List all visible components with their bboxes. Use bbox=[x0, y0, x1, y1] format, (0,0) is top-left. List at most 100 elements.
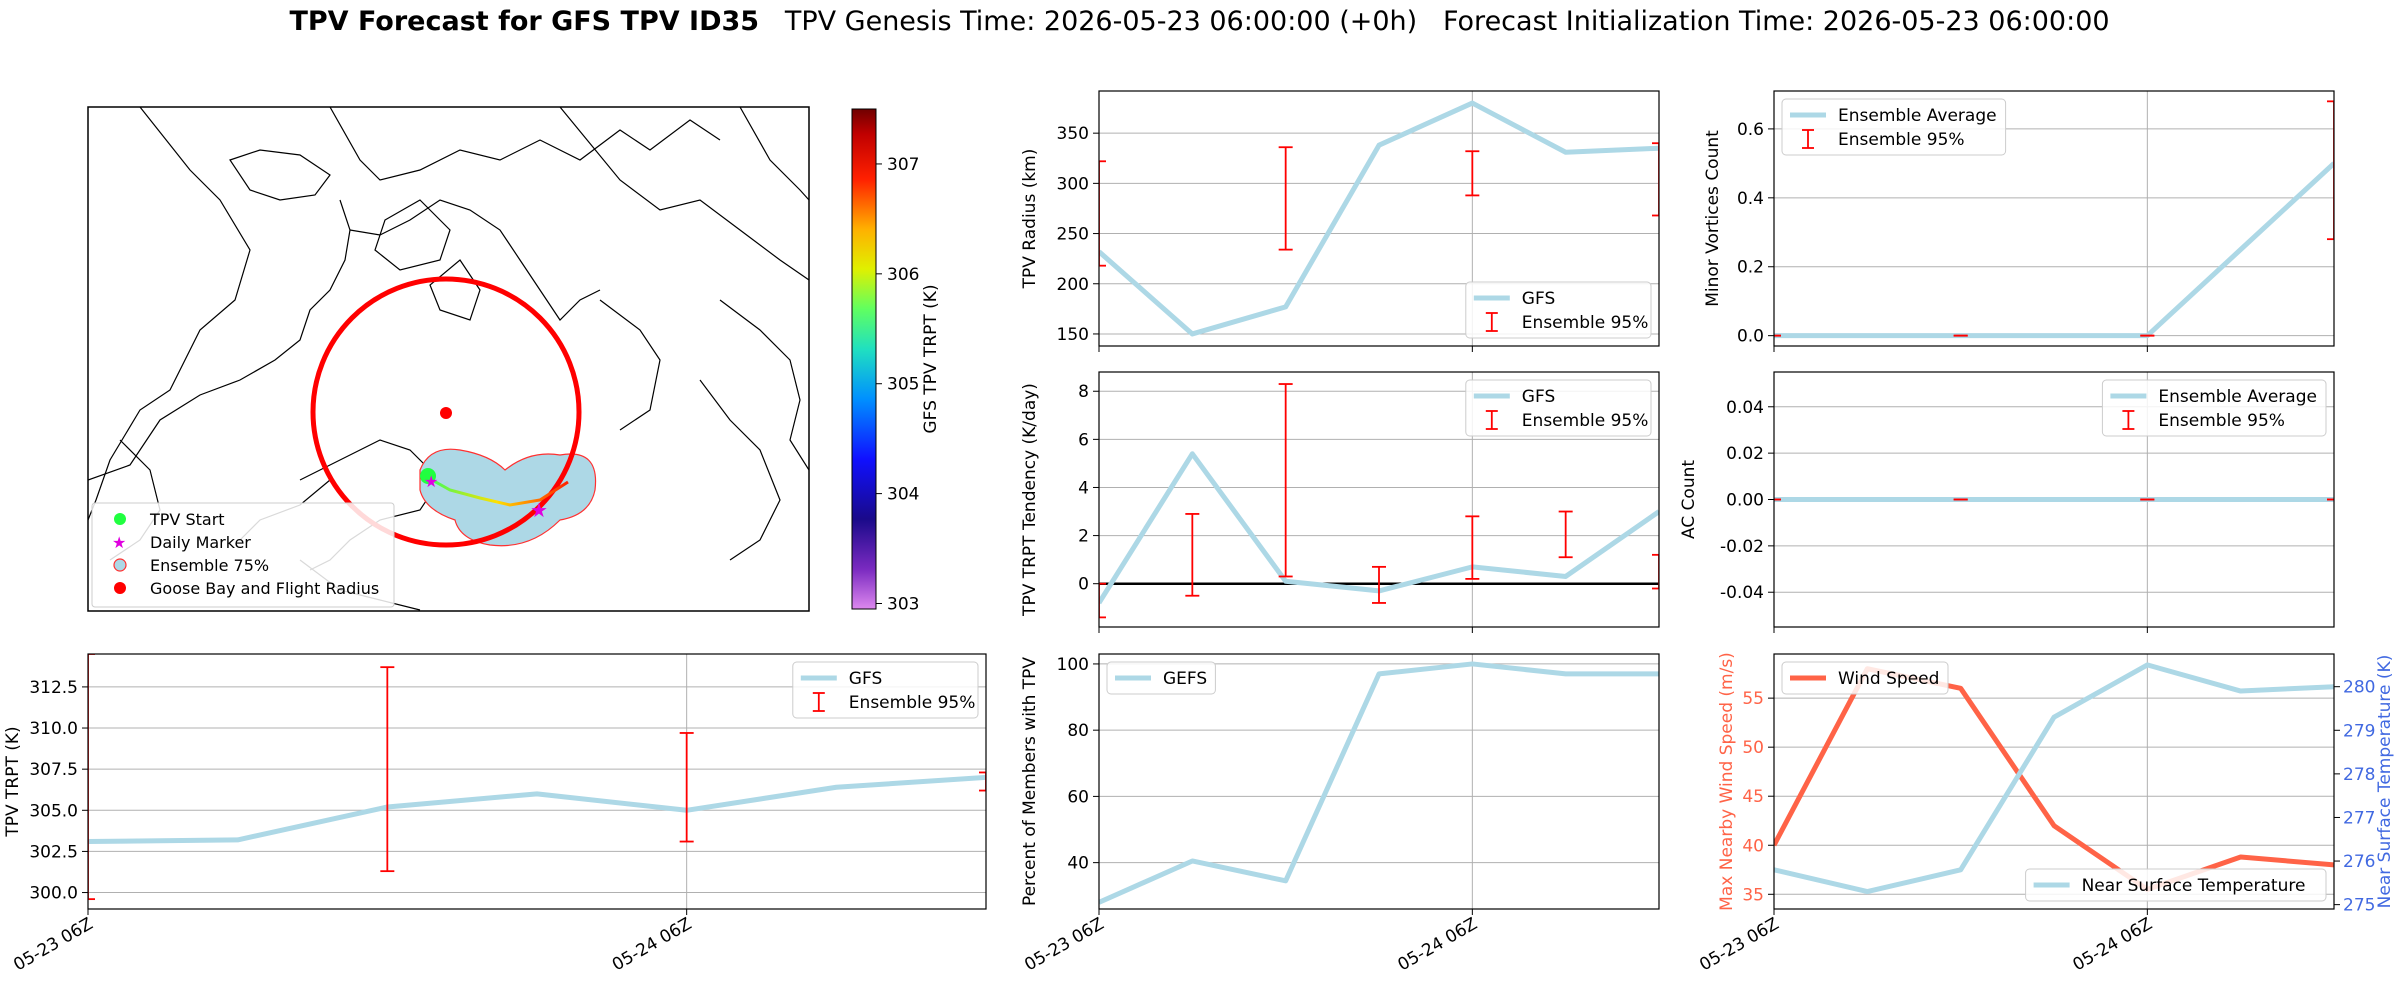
ytick-label: 307.5 bbox=[29, 760, 78, 780]
ylabel2-wind: Near Surface Temperature (K) bbox=[2375, 655, 2395, 909]
ytick-label: 80 bbox=[1067, 721, 1089, 741]
plot-area-members bbox=[1099, 661, 1659, 905]
panel-trpt: 300.0 302.5 305.0 307.5 310.0 312.5 TPV TRPT (… bbox=[3, 653, 987, 975]
ytick-label: 8 bbox=[1078, 382, 1089, 402]
legend-wind-br: Near Surface Temperature bbox=[2025, 868, 2327, 902]
map-frame bbox=[87, 106, 810, 612]
ytick-label: 4 bbox=[1078, 478, 1089, 498]
ylabel-tendency: TPV TRPT Tendency (K/day) bbox=[1020, 383, 1040, 617]
ytick-label: 350 bbox=[1057, 124, 1089, 144]
map-legend: TPV Start ★ Daily Marker Ensemble 75% Go… bbox=[91, 502, 395, 608]
flight-radius-circle bbox=[310, 276, 582, 548]
ytick-label: 0.4 bbox=[1737, 189, 1764, 209]
plot-area-radius bbox=[1099, 100, 1659, 337]
legend-label: Wind Speed bbox=[1838, 669, 1939, 689]
ensemble-75-area bbox=[419, 448, 597, 547]
colorbar-tick-label: 305 bbox=[887, 375, 919, 395]
ytick-label: 150 bbox=[1057, 325, 1089, 345]
legend-radius-br: GFS Ensemble 95% bbox=[1465, 281, 1652, 339]
legend-label: Ensemble 95% bbox=[1522, 411, 1649, 431]
xtick-label: 05-24 06Z bbox=[1395, 914, 1481, 975]
legend-ac-tr: Ensemble Average Ensemble 95% bbox=[2101, 379, 2327, 437]
colorbar-tick-label: 303 bbox=[887, 595, 919, 615]
legend-label: Ensemble 95% bbox=[1522, 313, 1649, 333]
series-line-wind-0 bbox=[1774, 666, 2334, 892]
ylabel-minor: Minor Vortices Count bbox=[1703, 130, 1723, 307]
ytick-label: 312.5 bbox=[29, 678, 78, 698]
ytick-label: 6 bbox=[1078, 430, 1089, 450]
axes-frame-wind bbox=[1773, 653, 2335, 910]
ytick-label: -0.04 bbox=[1720, 583, 1764, 603]
xtick-label: 05-23 06Z bbox=[10, 914, 96, 975]
colorbar: 303 304 305 306 307 GFS TPV TRPT (K) bbox=[851, 108, 941, 615]
legend-label: GEFS bbox=[1163, 669, 1207, 689]
legend-wind-tl: Wind Speed bbox=[1781, 661, 1949, 695]
ytick-label: 35 bbox=[1742, 885, 1764, 905]
ytick-label: 0.00 bbox=[1726, 491, 1764, 511]
ytick-label: 100 bbox=[1057, 655, 1089, 675]
panel-minor: 0.0 0.2 0.4 0.6 Minor Vortices Count Ensemble… bbox=[1703, 90, 2335, 352]
figure-title: TPV Forecast for GFS TPV ID35 TPV Genesi… bbox=[0, 6, 2399, 37]
ylabel-members: Percent of Members with TPV bbox=[1020, 657, 1040, 906]
ytick2-label: 275 bbox=[2343, 896, 2375, 916]
colorbar-label: GFS TPV TRPT (K) bbox=[921, 284, 941, 433]
plot-area-tendency bbox=[1099, 383, 1659, 619]
ytick-label: 0.2 bbox=[1737, 258, 1764, 278]
legend-label: GFS bbox=[1522, 289, 1555, 309]
legend-label: Ensemble Average bbox=[2158, 387, 2317, 407]
ytick-label: 0.02 bbox=[1726, 444, 1764, 464]
ytick-label: 55 bbox=[1742, 689, 1764, 709]
ytick-label: 250 bbox=[1057, 225, 1089, 245]
legend-tpv-start: TPV Start bbox=[149, 510, 225, 529]
axes-frame-members bbox=[1098, 653, 1660, 910]
panel-radius: 150 200 250 300 350 TPV Radius (km) GFS Ensembl… bbox=[1020, 90, 1660, 352]
legend-members-tl: GEFS bbox=[1106, 661, 1216, 695]
legend-tendency-tr: GFS Ensemble 95% bbox=[1465, 379, 1652, 437]
daily-marker-star: ★ bbox=[530, 498, 548, 522]
ytick-label: 300.0 bbox=[29, 884, 78, 904]
legend-label: Near Surface Temperature bbox=[2082, 876, 2306, 896]
legend-label: Ensemble 95% bbox=[2158, 411, 2285, 431]
xtick-label: 05-24 06Z bbox=[2070, 914, 2156, 975]
ytick-label: 302.5 bbox=[29, 842, 78, 862]
series-line-members-0 bbox=[1099, 661, 1659, 905]
ylabel-radius: TPV Radius (km) bbox=[1020, 149, 1040, 290]
legend-daily-marker: Daily Marker bbox=[150, 533, 251, 552]
colorbar-tick-label: 304 bbox=[887, 485, 919, 505]
ytick-label: 45 bbox=[1742, 787, 1764, 807]
ytick-label: 40 bbox=[1067, 854, 1089, 874]
ytick2-label: 278 bbox=[2343, 765, 2375, 785]
ytick-label: 40 bbox=[1742, 836, 1764, 856]
plot-area-trpt bbox=[88, 654, 986, 901]
ylabel-wind: Max Nearby Wind Speed (m/s) bbox=[1717, 652, 1737, 911]
goose-bay-marker bbox=[440, 407, 452, 419]
tpv-start-marker bbox=[420, 468, 436, 484]
ytick-label: 0.0 bbox=[1737, 327, 1764, 347]
ytick2-label: 280 bbox=[2343, 678, 2375, 698]
ytick-label: 60 bbox=[1067, 787, 1089, 807]
panel-tendency: 0 2 4 6 8 TPV TRPT Tendency (K/day) GFS Ensembl… bbox=[1020, 371, 1660, 633]
ylabel-trpt: TPV TRPT (K) bbox=[3, 726, 23, 837]
plot-area-wind bbox=[1774, 662, 2334, 895]
ytick-label: 310.0 bbox=[29, 719, 78, 739]
ytick-label: 300 bbox=[1057, 174, 1089, 194]
ytick2-label: 279 bbox=[2343, 721, 2375, 741]
axes-frame-trpt bbox=[87, 653, 987, 910]
legend-minor-tl: Ensemble Average Ensemble 95% bbox=[1781, 98, 2007, 156]
legend-label: Ensemble 95% bbox=[1838, 130, 1965, 150]
series-line-wind-1 bbox=[1774, 662, 2334, 895]
init-time: Forecast Initialization Time: 2026-05-23… bbox=[1442, 6, 2110, 37]
colorbar-tick-label: 307 bbox=[887, 155, 919, 175]
panel-ac: -0.04 -0.02 0.00 0.02 0.04 AC Count Ensemble A… bbox=[1679, 371, 2335, 633]
ytick-label: 0 bbox=[1078, 575, 1089, 595]
series-line-minor-0 bbox=[1774, 161, 2334, 339]
series-line-trpt-0 bbox=[88, 774, 986, 845]
legend-trpt-tr: GFS Ensemble 95% bbox=[792, 661, 979, 719]
ytick-label: 305.0 bbox=[29, 801, 78, 821]
legend-label: Ensemble Average bbox=[1838, 106, 1997, 126]
legend-label: GFS bbox=[849, 669, 882, 689]
figure-title-bold: TPV Forecast for GFS TPV ID35 bbox=[289, 6, 760, 37]
panel-members: 40 60 80 100 Percent of Members with TPV 05-2… bbox=[1020, 653, 1660, 975]
